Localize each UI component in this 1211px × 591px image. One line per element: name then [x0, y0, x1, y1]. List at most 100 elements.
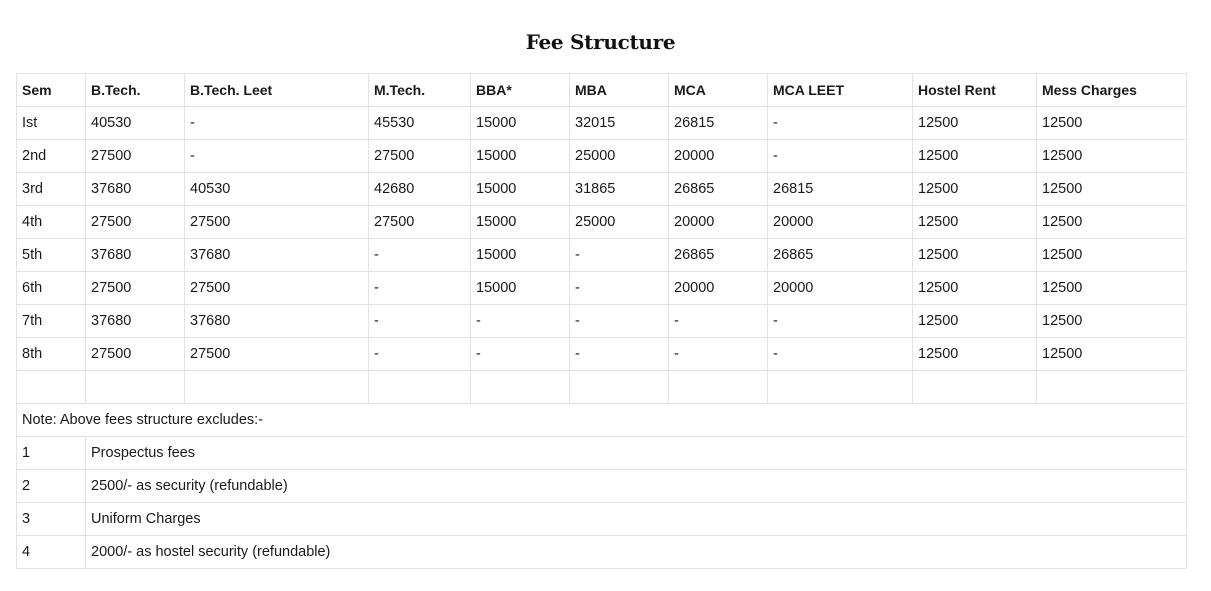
table-cell: 15000 — [470, 271, 570, 305]
table-cell: 26865 — [668, 238, 768, 272]
note-text: Uniform Charges — [85, 502, 1187, 536]
table-row: 8th 27500 27500 - - - - - 12500 12500 — [16, 337, 1187, 371]
table-cell: - — [470, 304, 570, 338]
note-number: 3 — [16, 502, 86, 536]
empty-cell — [16, 370, 86, 404]
empty-cell — [368, 370, 471, 404]
table-cell: 12500 — [1036, 271, 1187, 305]
table-cell: - — [368, 337, 471, 371]
column-header: B.Tech. Leet — [184, 73, 369, 107]
table-cell: 12500 — [1036, 205, 1187, 239]
table-cell: 20000 — [767, 205, 913, 239]
table-cell: 20000 — [767, 271, 913, 305]
table-cell: 40530 — [85, 106, 185, 140]
table-cell: 26815 — [668, 106, 768, 140]
table-cell: - — [668, 337, 768, 371]
table-cell: - — [767, 139, 913, 173]
table-cell: 12500 — [912, 304, 1037, 338]
column-header: MCA LEET — [767, 73, 913, 107]
column-header: BBA* — [470, 73, 570, 107]
table-cell: 27500 — [184, 271, 369, 305]
table-cell: - — [569, 337, 669, 371]
table-cell: 15000 — [470, 139, 570, 173]
table-row: 4th 27500 27500 27500 15000 25000 20000 … — [16, 205, 1187, 239]
table-cell: 2nd — [16, 139, 86, 173]
table-cell: 27500 — [85, 205, 185, 239]
column-header: Hostel Rent — [912, 73, 1037, 107]
table-header-row: Sem B.Tech. B.Tech. Leet M.Tech. BBA* MB… — [16, 73, 1187, 107]
table-cell: 15000 — [470, 106, 570, 140]
table-cell: 27500 — [184, 205, 369, 239]
table-row: 2nd 27500 - 27500 15000 25000 20000 - 12… — [16, 139, 1187, 173]
column-header: Sem — [16, 73, 86, 107]
empty-cell — [470, 370, 570, 404]
note-item-row: 2 2500/- as security (refundable) — [16, 469, 1187, 503]
table-cell: 12500 — [1036, 238, 1187, 272]
table-cell: 26815 — [767, 172, 913, 206]
table-cell: 12500 — [1036, 172, 1187, 206]
column-header: MCA — [668, 73, 768, 107]
table-cell: - — [368, 271, 471, 305]
table-cell: 15000 — [470, 172, 570, 206]
column-header: M.Tech. — [368, 73, 471, 107]
table-cell: - — [368, 238, 471, 272]
table-cell: - — [184, 139, 369, 173]
empty-cell — [668, 370, 768, 404]
table-cell: 25000 — [569, 139, 669, 173]
empty-cell — [1036, 370, 1187, 404]
table-cell: 20000 — [668, 139, 768, 173]
table-cell: Ist — [16, 106, 86, 140]
note-number: 2 — [16, 469, 86, 503]
table-cell: 12500 — [1036, 337, 1187, 371]
table-cell: 27500 — [85, 337, 185, 371]
table-cell: 6th — [16, 271, 86, 305]
table-cell: - — [767, 106, 913, 140]
empty-cell — [569, 370, 669, 404]
table-cell: - — [668, 304, 768, 338]
table-cell: 20000 — [668, 205, 768, 239]
empty-cell — [184, 370, 369, 404]
table-cell: 37680 — [85, 172, 185, 206]
note-item-row: 1 Prospectus fees — [16, 436, 1187, 470]
table-cell: 37680 — [85, 304, 185, 338]
note-item-row: 4 2000/- as hostel security (refundable) — [16, 535, 1187, 569]
page-title: Fee Structure — [525, 30, 676, 54]
table-cell: 12500 — [912, 205, 1037, 239]
column-header: Mess Charges — [1036, 73, 1187, 107]
table-cell: 7th — [16, 304, 86, 338]
table-cell: 27500 — [85, 271, 185, 305]
note-text: 2000/- as hostel security (refundable) — [85, 535, 1187, 569]
table-cell: 15000 — [470, 238, 570, 272]
table-cell: - — [767, 304, 913, 338]
table-cell: - — [184, 106, 369, 140]
table-cell: 40530 — [184, 172, 369, 206]
table-cell: 27500 — [85, 139, 185, 173]
fee-table: Sem B.Tech. B.Tech. Leet M.Tech. BBA* MB… — [16, 73, 1187, 569]
table-cell: 37680 — [184, 238, 369, 272]
table-row: Ist 40530 - 45530 15000 32015 26815 - 12… — [16, 106, 1187, 140]
note-item-row: 3 Uniform Charges — [16, 502, 1187, 536]
note-number: 1 — [16, 436, 86, 470]
table-cell: 12500 — [912, 172, 1037, 206]
table-cell: 20000 — [668, 271, 768, 305]
table-cell: 26865 — [767, 238, 913, 272]
table-row: 6th 27500 27500 - 15000 - 20000 20000 12… — [16, 271, 1187, 305]
table-cell: 12500 — [912, 271, 1037, 305]
table-cell: 37680 — [85, 238, 185, 272]
table-cell: - — [470, 337, 570, 371]
table-cell: 5th — [16, 238, 86, 272]
empty-cell — [767, 370, 913, 404]
table-cell: - — [767, 337, 913, 371]
table-cell: 32015 — [569, 106, 669, 140]
empty-cell — [85, 370, 185, 404]
column-header: MBA — [569, 73, 669, 107]
empty-row — [16, 370, 1187, 404]
table-row: 7th 37680 37680 - - - - - 12500 12500 — [16, 304, 1187, 338]
table-cell: 42680 — [368, 172, 471, 206]
table-cell: 8th — [16, 337, 86, 371]
table-cell: 12500 — [1036, 106, 1187, 140]
table-cell: 37680 — [184, 304, 369, 338]
table-cell: - — [569, 271, 669, 305]
table-cell: 45530 — [368, 106, 471, 140]
note-text: Prospectus fees — [85, 436, 1187, 470]
